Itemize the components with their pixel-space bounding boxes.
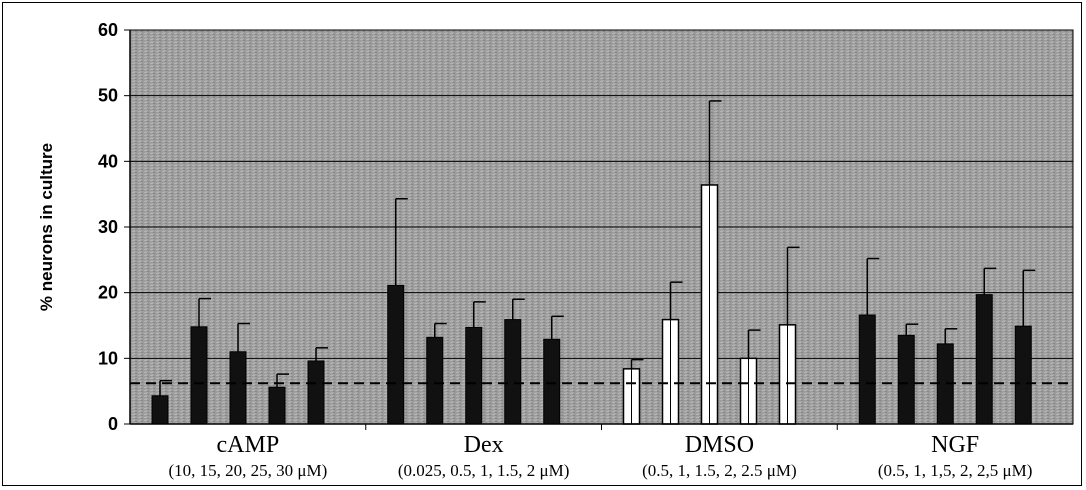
y-tick-label: 60 (98, 20, 118, 40)
bar (268, 386, 286, 425)
y-axis-label: % neurons in culture (37, 143, 56, 311)
y-tick-label: 0 (108, 414, 118, 434)
group-label: Dex (464, 432, 504, 458)
bar (1014, 325, 1032, 425)
group-sublabel: (0.025, 0.5, 1, 1.5, 2 μM) (398, 461, 570, 480)
bar (151, 395, 169, 425)
y-tick-label: 50 (98, 86, 118, 106)
group-label: NGF (931, 432, 979, 458)
y-tick-label: 30 (98, 217, 118, 237)
group-sublabel: (0.5, 1, 1.5, 2, 2.5 μM) (642, 461, 797, 480)
bar (543, 338, 561, 425)
group-label: DMSO (685, 432, 754, 458)
bar (465, 326, 483, 425)
bar (897, 334, 915, 425)
group-sublabel: (0.5, 1, 1,5, 2, 2,5 μM) (878, 461, 1033, 480)
group-sublabel: (10, 15, 20, 25, 30 μM) (168, 461, 327, 480)
y-tick-label: 10 (98, 348, 118, 368)
bar (975, 294, 993, 425)
y-tick-label: 40 (98, 151, 118, 171)
group-label: cAMP (217, 432, 280, 458)
bar (387, 284, 405, 425)
bar (190, 326, 208, 425)
y-tick-label: 20 (98, 283, 118, 303)
bar (307, 360, 325, 425)
bar (229, 351, 247, 425)
bar (426, 336, 444, 425)
bar (858, 314, 876, 425)
bar (504, 319, 522, 425)
